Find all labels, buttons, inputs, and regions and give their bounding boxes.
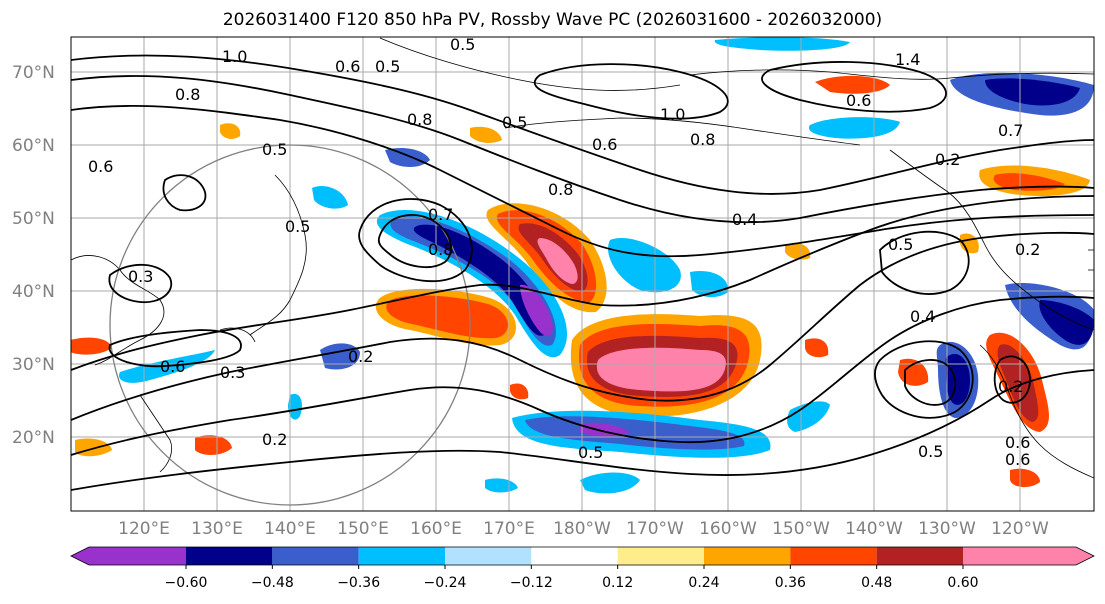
contour-label: 0.8 bbox=[428, 240, 453, 259]
colorbar-segment bbox=[358, 547, 445, 565]
map-border bbox=[70, 36, 1095, 512]
contour-label: 0.2 bbox=[935, 150, 960, 169]
contour-label: 0.2 bbox=[262, 430, 287, 449]
colorbar-segment bbox=[272, 547, 359, 565]
colorbar-segment bbox=[963, 547, 1094, 565]
colorbar-segment bbox=[790, 547, 877, 565]
contour-label: 0.5 bbox=[450, 35, 475, 54]
contour-label: 0.3 bbox=[220, 363, 245, 382]
colorbar-tick-label: 0.60 bbox=[947, 575, 978, 591]
graticule bbox=[71, 37, 1094, 511]
contour-label: 0.5 bbox=[502, 113, 527, 132]
colorbar-tick-label: −0.60 bbox=[165, 575, 208, 591]
contour-label: 0.5 bbox=[918, 442, 943, 461]
longitude-labels: 120°E 130°E 140°E 150°E 160°E 170°E 180°… bbox=[118, 519, 1049, 539]
colorbar-tick-label: −0.36 bbox=[337, 575, 380, 591]
colorbar-segment bbox=[445, 547, 532, 565]
lon-label: 150°E bbox=[337, 519, 389, 539]
lon-label: 130°E bbox=[191, 519, 243, 539]
figure-title: 2026031400 F120 850 hPa PV, Rossby Wave … bbox=[222, 10, 883, 30]
colorbar-tick-label: 0.36 bbox=[775, 575, 806, 591]
contour-label: 0.7 bbox=[428, 205, 453, 224]
latitude-labels: 70°N 60°N 50°N 40°N 30°N 20°N bbox=[12, 63, 55, 448]
contour-label: 0.6 bbox=[846, 91, 871, 110]
colorbar-segment bbox=[531, 547, 618, 565]
contour-label: 0.6 bbox=[592, 135, 617, 154]
lat-label: 30°N bbox=[12, 355, 55, 375]
map-content: 1.0 0.5 0.6 0.5 1.4 0.8 0.8 0.5 0.6 1.0 … bbox=[71, 35, 1094, 511]
contour-label: 1.0 bbox=[222, 47, 247, 66]
contour-label: 0.5 bbox=[888, 235, 913, 254]
lat-label: 40°N bbox=[12, 282, 55, 302]
negative-anomaly-band bbox=[376, 209, 568, 358]
lat-label: 50°N bbox=[12, 209, 55, 229]
contour-label: 0.6 bbox=[335, 57, 360, 76]
pv-contours bbox=[71, 54, 1094, 491]
lat-label: 70°N bbox=[12, 63, 55, 83]
contour-label: 0.3 bbox=[128, 267, 153, 286]
contour-label: 0.8 bbox=[548, 180, 573, 199]
contour-label: 0.8 bbox=[690, 130, 715, 149]
contour-label: 1.4 bbox=[895, 50, 920, 69]
colorbar-segment bbox=[704, 547, 791, 565]
lat-label: 60°N bbox=[12, 136, 55, 156]
lon-label: 160°E bbox=[410, 519, 462, 539]
contour-label: 0.5 bbox=[285, 217, 310, 236]
contour-label: 0.6 bbox=[1005, 433, 1030, 452]
colorbar-tick-label: 0.48 bbox=[861, 575, 892, 591]
lon-label: 140°W bbox=[845, 519, 903, 539]
colorbar-outline bbox=[70, 546, 1095, 566]
contour-label: 0.4 bbox=[910, 307, 935, 326]
contour-label: 0.7 bbox=[998, 121, 1023, 140]
lat-label: 20°N bbox=[12, 428, 55, 448]
contour-label: 0.4 bbox=[732, 210, 757, 229]
colorbar-segment bbox=[71, 547, 186, 565]
colorbar: −0.60 −0.48 −0.36 −0.24 −0.12 0.12 0.24 0.36 0.4… bbox=[70, 546, 1095, 591]
colorbar-tick-label: −0.24 bbox=[424, 575, 467, 591]
contour-label: 1.0 bbox=[660, 105, 685, 124]
lon-label: 150°W bbox=[772, 519, 830, 539]
contour-label: 0.6 bbox=[160, 357, 185, 376]
colorbar-tick-label: 0.24 bbox=[688, 575, 719, 591]
lon-label: 170°E bbox=[483, 519, 535, 539]
lon-label: 170°W bbox=[626, 519, 684, 539]
contour-label: 0.6 bbox=[1005, 450, 1030, 469]
contour-label: 0.6 bbox=[88, 157, 113, 176]
contour-labels: 1.0 0.5 0.6 0.5 1.4 0.8 0.8 0.5 0.6 1.0 … bbox=[88, 35, 1040, 469]
lon-label: 130°W bbox=[918, 519, 976, 539]
lon-label: 120°W bbox=[991, 519, 1049, 539]
lon-label: 160°W bbox=[699, 519, 757, 539]
contour-label: 0.2 bbox=[348, 347, 373, 366]
contour-label: 0.8 bbox=[407, 110, 432, 129]
lon-label: 120°E bbox=[118, 519, 170, 539]
colorbar-segment bbox=[617, 547, 704, 565]
colorbar-segment bbox=[876, 547, 963, 565]
range-circle bbox=[109, 144, 471, 506]
contour-label: 0.8 bbox=[175, 85, 200, 104]
colorbar-tick-label: 0.12 bbox=[602, 575, 633, 591]
contour-label: 0.5 bbox=[578, 443, 603, 462]
pv-shading bbox=[71, 37, 1094, 494]
contour-label: 0.5 bbox=[262, 140, 287, 159]
contour-label: 0.2 bbox=[1015, 240, 1040, 259]
contour-label: 0.2 bbox=[998, 377, 1023, 396]
lon-label: 180°W bbox=[553, 519, 611, 539]
colorbar-segment bbox=[186, 547, 273, 565]
contour-label: 0.5 bbox=[375, 57, 400, 76]
lon-label: 140°E bbox=[264, 519, 316, 539]
colorbar-tick-label: −0.12 bbox=[510, 575, 553, 591]
colorbar-tick-label: −0.48 bbox=[251, 575, 294, 591]
